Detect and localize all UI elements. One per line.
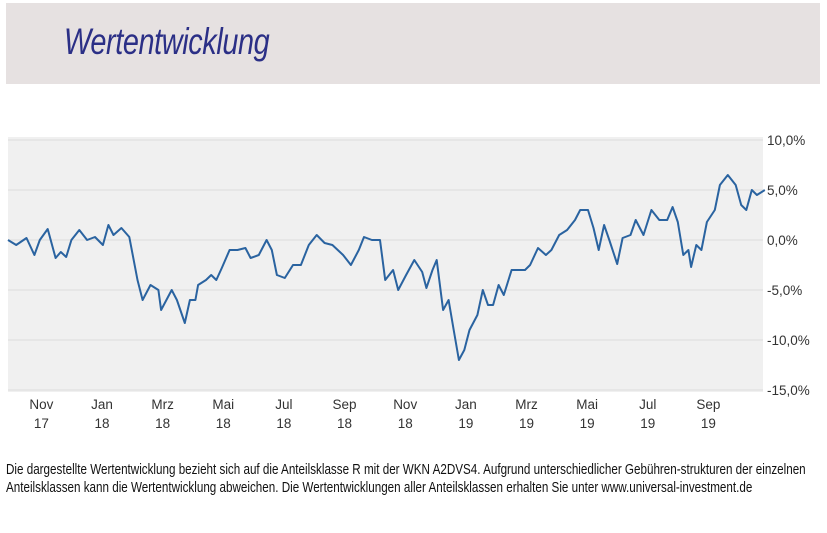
x-tick-month: Sep [696, 397, 720, 412]
x-tick-month: Mai [212, 397, 234, 412]
x-tick-month: Jan [455, 397, 477, 412]
x-tick-month: Mrz [515, 397, 538, 412]
x-tick-month: Nov [393, 397, 417, 412]
x-tick-year: 19 [701, 416, 716, 431]
y-tick-label: -15,0% [767, 383, 810, 398]
x-tick-month: Sep [333, 397, 357, 412]
x-tick-year: 18 [216, 416, 231, 431]
performance-chart: 10,0% 5,0% 0,0% -5,0% -10,0% -15,0% Nov 17 Jan 18… [7, 133, 810, 431]
x-tick-month: Jan [91, 397, 113, 412]
x-tick-month: Mrz [151, 397, 174, 412]
x-tick-month: Mai [576, 397, 598, 412]
x-tick-year: 19 [458, 416, 473, 431]
x-tick-month: Jul [639, 397, 656, 412]
x-tick-year: 19 [640, 416, 655, 431]
y-tick-label: -5,0% [767, 283, 802, 298]
x-tick-month: Nov [29, 397, 53, 412]
x-tick-year: 18 [398, 416, 413, 431]
page-title: Wertentwicklung [64, 21, 270, 62]
y-tick-label: 10,0% [767, 133, 805, 148]
x-tick-year: 19 [519, 416, 534, 431]
y-tick-label: -10,0% [767, 333, 810, 348]
x-tick-year: 18 [337, 416, 352, 431]
series-line [7, 174, 766, 361]
x-tick-year: 18 [94, 416, 109, 431]
x-tick-year: 18 [155, 416, 170, 431]
x-tick-year: 17 [34, 416, 49, 431]
x-tick-month: Jul [275, 397, 292, 412]
plot-area [8, 137, 763, 392]
y-tick-label: 0,0% [767, 233, 798, 248]
x-tick-year: 19 [580, 416, 595, 431]
y-tick-label: 5,0% [767, 183, 798, 198]
title-banner: Wertentwicklung [6, 3, 820, 84]
footnote: Die dargestellte Wertentwicklung bezieht… [6, 462, 806, 496]
x-tick-year: 18 [276, 416, 291, 431]
